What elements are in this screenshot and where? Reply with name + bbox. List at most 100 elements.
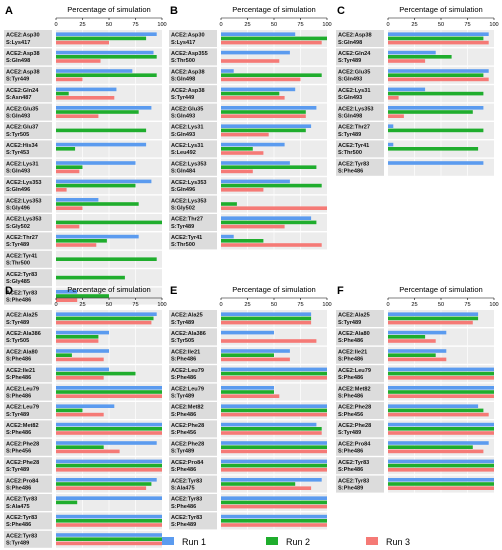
row-label-ace2: ACE2:Ala386 <box>6 331 41 337</box>
bar-run-3 <box>388 486 494 490</box>
row-label-ace2: ACE2:Lys31 <box>6 162 38 168</box>
bar-run-2 <box>56 91 69 96</box>
row-label-ace2: ACE2:Asp38 <box>6 70 40 76</box>
row-label-spike: S:Gly496 <box>6 205 30 211</box>
bar-run-2 <box>56 445 104 449</box>
row-label-spike: S:Gln493 <box>338 77 362 83</box>
bar-run-2 <box>221 427 322 431</box>
bar-run-2 <box>221 36 327 41</box>
bar-run-1 <box>56 50 154 55</box>
bar-run-1 <box>56 422 162 427</box>
row-label-bg <box>169 30 217 47</box>
row-label-bg <box>4 195 52 213</box>
row-label-spike: S:Phe486 <box>338 393 363 399</box>
row-label-bg <box>4 122 52 139</box>
bar-run-3 <box>221 320 312 325</box>
row-label-bg <box>4 420 52 438</box>
bar-run-3 <box>388 114 404 118</box>
row-label-bg <box>4 232 52 250</box>
bar-run-1 <box>388 50 436 55</box>
row-label-ace2: ACE2:Glu37 <box>6 125 38 131</box>
bar-run-1 <box>388 422 494 427</box>
bar-run-2 <box>221 500 327 505</box>
bar-run-1 <box>56 69 133 73</box>
row-label-bg <box>169 195 217 213</box>
x-tick-label: 75 <box>297 302 303 308</box>
row-label-ace2: ACE2:Pro84 <box>171 460 204 466</box>
row-label-ace2: ACE2:Thr27 <box>6 235 38 241</box>
bar-run-1 <box>388 32 489 36</box>
bar-run-1 <box>221 404 327 408</box>
bar-run-1 <box>388 87 426 92</box>
row-label-ace2: ACE2:Leu79 <box>6 386 39 392</box>
bar-run-3 <box>56 188 67 192</box>
x-tick-label: 0 <box>219 302 222 308</box>
bar-run-2 <box>56 257 157 261</box>
bar-run-2 <box>388 91 484 96</box>
row-label-ace2: ACE2:Lys353 <box>338 106 374 112</box>
bar-run-2 <box>56 73 157 77</box>
bar-run-3 <box>56 357 104 362</box>
panel-letter: B <box>170 5 178 17</box>
bar-run-2 <box>56 165 83 169</box>
bar-run-3 <box>56 169 80 174</box>
bar-run-3 <box>388 357 447 362</box>
bar-run-1 <box>56 496 162 500</box>
bar-run-1 <box>221 87 296 92</box>
row-label-ace2: ACE2:Tyr83 <box>6 534 37 540</box>
row-label-bg <box>336 475 384 493</box>
bar-run-2 <box>221 390 274 394</box>
row-label-spike: S:Phe456 <box>338 412 363 418</box>
legend-label: Run 1 <box>182 537 206 547</box>
row-label-bg <box>169 512 217 530</box>
bar-run-2 <box>56 537 162 541</box>
row-label-ace2: ACE2:Asp30 <box>171 33 205 39</box>
bar-run-2 <box>388 371 494 376</box>
row-label-spike: S:Tyr489 <box>6 242 29 248</box>
row-label-bg <box>4 250 52 268</box>
row-label-spike: S:Phe486 <box>171 357 196 363</box>
row-label-bg <box>336 328 384 346</box>
bar-run-3 <box>56 468 162 472</box>
row-label-bg <box>4 365 52 383</box>
row-label-ace2: ACE2:Thr27 <box>338 125 370 131</box>
bar-run-1 <box>56 312 157 316</box>
row-label-spike: S:Phe486 <box>338 375 363 381</box>
bar-run-2 <box>56 202 139 206</box>
bar-run-1 <box>56 32 157 36</box>
row-label-spike: S:Thr500 <box>171 242 195 248</box>
row-label-bg <box>4 48 52 66</box>
bar-run-2 <box>56 147 76 151</box>
bar-run-1 <box>56 349 109 353</box>
row-label-ace2: ACE2:Thr27 <box>171 217 203 223</box>
x-tick-label: 75 <box>132 302 138 308</box>
bar-run-1 <box>221 367 327 372</box>
x-tick-label: 100 <box>322 302 331 308</box>
row-label-bg <box>169 346 217 364</box>
bar-run-3 <box>56 224 80 229</box>
bar-run-1 <box>221 478 322 482</box>
row-label-ace2: ACE2:Pro84 <box>338 442 371 448</box>
bar-run-3 <box>388 77 489 82</box>
row-label-spike: S:Phe486 <box>338 357 363 363</box>
row-label-bg <box>4 214 52 231</box>
row-label-bg <box>336 85 384 103</box>
row-label-bg <box>4 140 52 158</box>
bar-run-1 <box>56 441 157 445</box>
row-label-bg <box>336 310 384 327</box>
x-tick-label: 75 <box>464 22 470 28</box>
row-label-spike: S:Phe486 <box>6 375 31 381</box>
row-label-ace2: ACE2:Ala80 <box>6 350 38 356</box>
row-label-ace2: ACE2:Phe28 <box>6 460 39 466</box>
row-label-bg <box>336 66 384 84</box>
x-tick-label: 75 <box>464 302 470 308</box>
row-label-spike: S:Tyr489 <box>338 430 361 436</box>
row-label-bg <box>169 85 217 103</box>
bar-run-3 <box>388 339 436 343</box>
row-label-ace2: ACE2:Met82 <box>6 423 39 429</box>
bar-run-3 <box>221 59 280 63</box>
panel-letter: A <box>5 5 13 17</box>
bar-run-3 <box>388 320 473 325</box>
row-label-bg <box>336 30 384 47</box>
